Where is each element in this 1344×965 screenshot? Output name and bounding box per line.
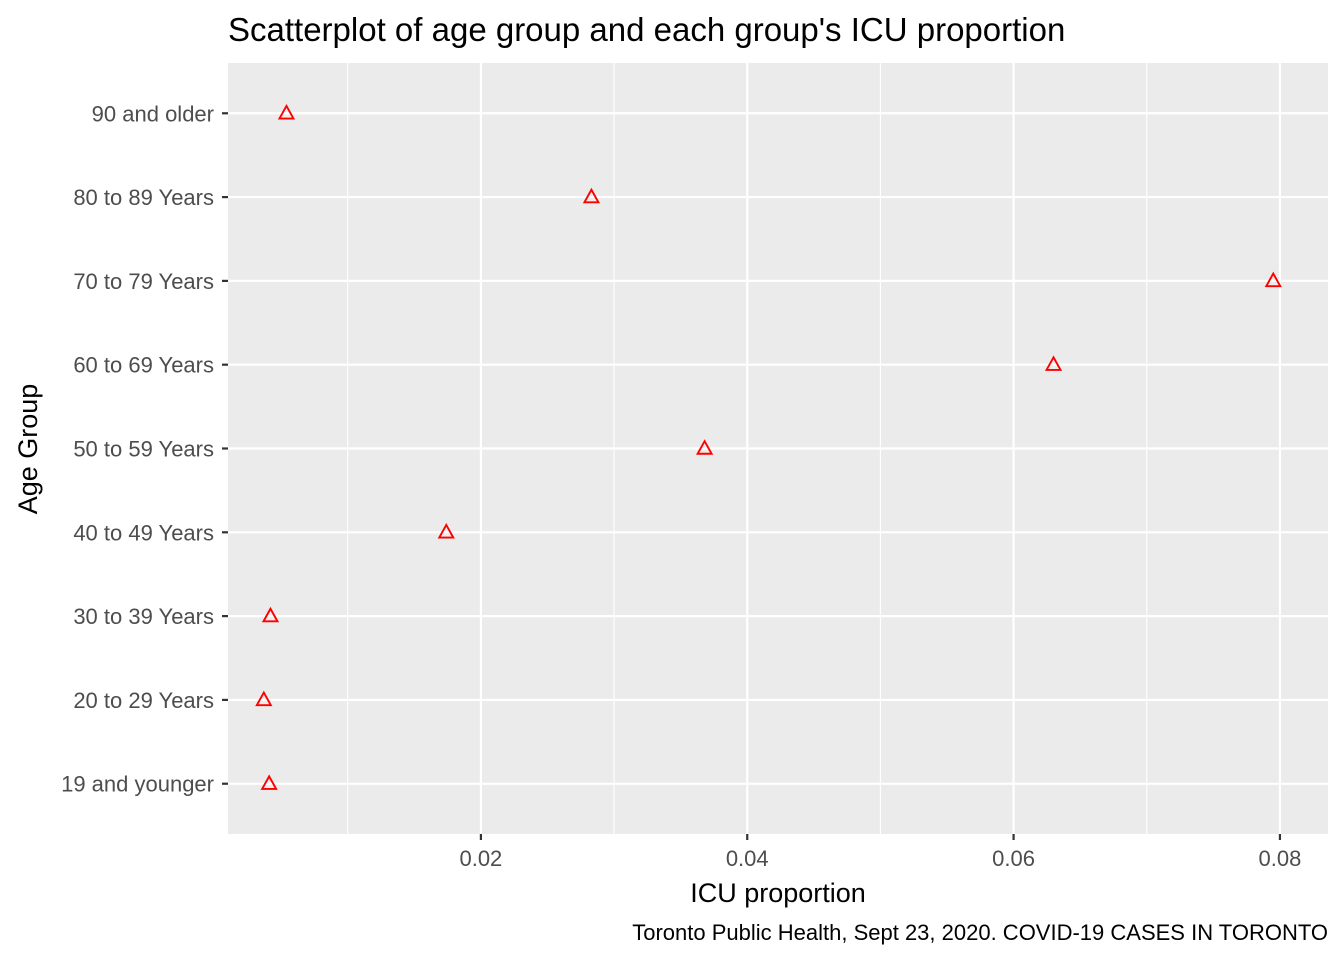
x-tick-label: 0.08: [1259, 846, 1302, 871]
y-tick-label: 20 to 29 Years: [73, 688, 214, 713]
x-tick-label: 0.06: [992, 846, 1035, 871]
data-point: [582, 187, 601, 204]
chart-caption: Toronto Public Health, Sept 23, 2020. CO…: [632, 920, 1328, 945]
data-point: [696, 439, 714, 455]
x-axis-title: ICU proportion: [690, 878, 866, 908]
data-point: [1264, 271, 1282, 288]
y-tick-label: 50 to 59 Years: [73, 437, 214, 462]
y-tick-label: 19 and younger: [61, 772, 214, 797]
x-axis-ticks: 0.02 0.04 0.06 0.08: [459, 834, 1301, 871]
y-axis-title: Age Group: [13, 384, 43, 515]
y-tick-label: 80 to 89 Years: [73, 185, 214, 210]
data-point: [437, 522, 455, 539]
data-point: [255, 690, 273, 707]
y-tick-label: 90 and older: [92, 101, 214, 126]
data-point: [277, 103, 296, 120]
y-tick-label: 70 to 79 Years: [73, 269, 214, 294]
y-tick-label: 60 to 69 Years: [73, 353, 214, 378]
x-tick-label: 0.04: [726, 846, 769, 871]
data-point: [261, 606, 280, 623]
y-tick-label: 30 to 39 Years: [73, 604, 214, 629]
chart-title: Scatterplot of age group and each group'…: [228, 11, 1065, 48]
y-tick-label: 40 to 49 Years: [73, 520, 214, 545]
data-point: [1044, 355, 1063, 371]
major-gridlines: [228, 63, 1328, 834]
x-tick-label: 0.02: [459, 846, 502, 871]
data-points: [255, 103, 1282, 790]
y-axis-ticks: 19 and younger 20 to 29 Years 30 to 39 Yea…: [61, 101, 228, 797]
data-point: [260, 774, 278, 790]
